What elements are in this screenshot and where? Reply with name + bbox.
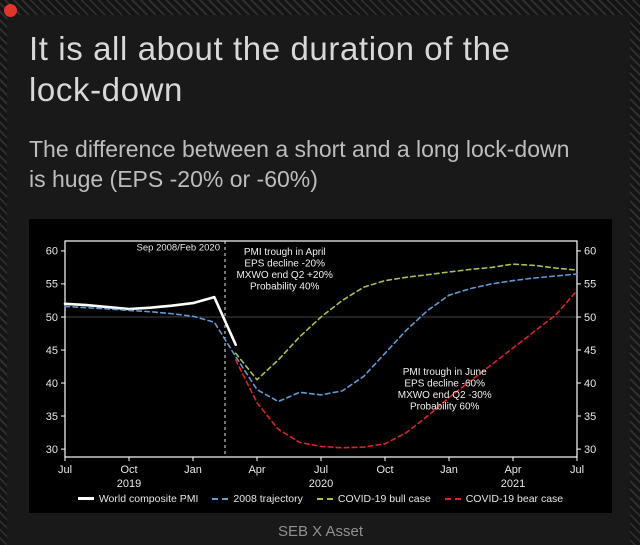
legend-swatch (316, 497, 333, 500)
legend-label: 2008 trajectory (233, 492, 303, 505)
legend-label: COVID-19 bear case (465, 492, 564, 505)
annotation-line: MXWO end Q2 -30% (397, 390, 491, 401)
x-tick-label: Jan (184, 464, 202, 476)
chart-image[interactable]: Sep 2008/Feb 2020 30 30 35 35 40 40 45 45 50 50 55 5… (29, 218, 612, 513)
legend-item: World composite PMI (77, 492, 199, 505)
annotation-line: EPS decline -60% (404, 378, 485, 389)
y-tick-label: 40 (584, 377, 596, 389)
y-tick-label: 35 (45, 410, 57, 422)
y-tick-label: 55 (45, 278, 57, 290)
footer-caption: SEB X Asset (277, 522, 364, 540)
y-tick-label: 50 (45, 311, 57, 323)
series-world-composite-pmi (63, 295, 237, 346)
content-panel: It is all about the duration of the lock… (7, 15, 630, 545)
series-covid-19-bear-case (234, 289, 578, 449)
legend-item: COVID-19 bear case (444, 492, 564, 505)
annotation-line: Probability 40% (249, 281, 319, 292)
x-tick-label: Oct (376, 464, 393, 476)
y-tick-label: 60 (584, 245, 596, 257)
legend-swatch (77, 497, 94, 501)
legend-item: COVID-19 bull case (316, 492, 431, 505)
legend-swatch (212, 497, 229, 500)
x-year-label: 2021 (500, 478, 524, 489)
x-tick-label: Jul (313, 464, 327, 476)
y-tick-label: 50 (584, 311, 596, 323)
series-covid-19-bull-case (234, 262, 578, 381)
red-dot-icon (4, 4, 17, 17)
series-2008-trajectory (63, 272, 578, 402)
y-tick-label: 35 (584, 410, 596, 422)
x-year-label: 2020 (308, 478, 332, 489)
y-tick-label: 45 (45, 344, 57, 356)
legend-label: World composite PMI (98, 492, 199, 505)
x-tick-label: Jul (569, 464, 583, 476)
y-tick-label: 30 (584, 443, 596, 455)
annotation-line: PMI trough in April (243, 246, 325, 257)
page-subtitle: The difference between a short and a lon… (29, 135, 570, 192)
legend-item: 2008 trajectory (212, 492, 303, 505)
legend-label: COVID-19 bull case (337, 492, 431, 505)
y-tick-label: 60 (45, 245, 57, 257)
x-tick-label: Jul (57, 464, 71, 476)
annotation-line: EPS decline -20% (244, 258, 325, 269)
y-tick-label: 40 (45, 377, 57, 389)
x-tick-label: Apr (504, 464, 521, 476)
x-tick-label: Oct (120, 464, 137, 476)
x-year-label: 2019 (116, 478, 140, 489)
annotation-line: MXWO end Q2 +20% (236, 269, 333, 280)
x-tick-label: Apr (248, 464, 265, 476)
x-tick-label: Jan (440, 464, 458, 476)
chart-legend: World composite PMI 2008 trajectory COVID-… (29, 489, 612, 509)
y-tick-label: 30 (45, 443, 57, 455)
y-tick-label: 55 (584, 278, 596, 290)
annotation-line: PMI trough in June (402, 367, 486, 378)
pmi-line-chart: Sep 2008/Feb 2020 30 30 35 35 40 40 45 45 50 50 55 5… (45, 239, 596, 489)
annotation-line: Probability 60% (409, 401, 479, 412)
vline-label: Sep 2008/Feb 2020 (136, 242, 219, 253)
y-tick-label: 45 (584, 344, 596, 356)
legend-swatch (444, 497, 461, 500)
page-title: It is all about the duration of the lock… (29, 30, 511, 108)
